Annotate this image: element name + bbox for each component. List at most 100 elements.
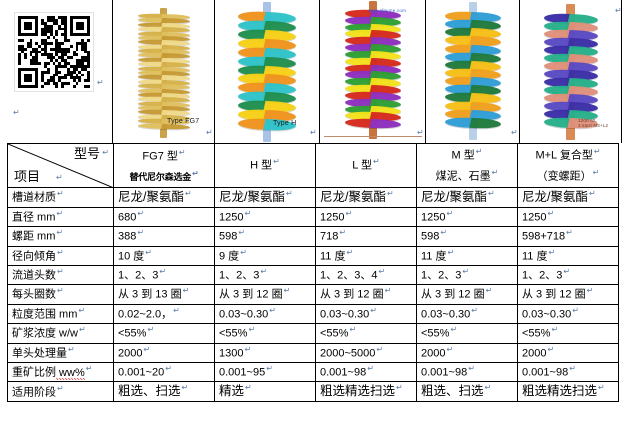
cell-value: <55% (421, 327, 450, 340)
table-cell-r3-c1: 9 度↵ (214, 245, 316, 267)
paragraph-mark: ↵ (446, 344, 454, 354)
column-title: H 型↵ (250, 157, 280, 172)
paragraph-mark: ↵ (588, 189, 596, 198)
ground-line (324, 136, 422, 137)
table-row: 适用阶段↵ 粗选、扫选↵ 精选↵ 粗选精选扫选↵ 粗选、扫选↵ 粗选精选扫选↵ (7, 381, 619, 403)
row-label-unit: ww% (56, 366, 85, 381)
table-cell-r2-c3: 598↵ (416, 226, 518, 247)
cell-value: 尼龙/聚氨酯 (421, 190, 487, 205)
cell-value: 1、2、3 (421, 269, 462, 282)
paragraph-mark: ↵ (592, 168, 600, 177)
paragraph-mark: ↵ (378, 267, 386, 276)
cell-value: 0.03~0.30 (522, 308, 572, 321)
paragraph-mark: ↵ (173, 305, 180, 315)
cell-value: 1、2、3 (522, 269, 563, 282)
spiral-render-l (343, 1, 403, 139)
paragraph-mark: ↵ (373, 157, 380, 167)
spec-table: 型号 项目 ↵ ↵ FG7 型↵ 替代尼尔森选金↵ H 型↵ L 型↵ M 型↵ 煤泥、石墨↵ M+… (7, 143, 619, 403)
column-title: L 型↵ (352, 157, 380, 172)
cell-value: 尼龙/聚氨酯 (118, 190, 184, 205)
spiral-render-m (443, 2, 503, 140)
paragraph-mark: ↵ (310, 128, 317, 137)
cell-value: 10 度 (118, 250, 145, 263)
paragraph-mark: ↵ (13, 108, 20, 117)
cell-value: 1、2、3 (219, 269, 260, 282)
paragraph-mark: ↵ (446, 208, 454, 218)
paragraph-mark: ↵ (487, 189, 495, 198)
row-label-4: 流道头数↵ (7, 264, 114, 286)
paragraph-mark: ↵ (386, 189, 394, 198)
paragraph-mark: ↵ (244, 208, 252, 218)
paragraph-mark: ↵ (285, 189, 293, 198)
table-cell-r8-c1: 1300↵ (214, 342, 316, 364)
row-label-unit: w/w (56, 327, 78, 340)
paragraph-mark: ↵ (245, 383, 252, 393)
column-title: M 型↵ (451, 146, 483, 162)
cell-value: 精选 (219, 384, 245, 399)
cell-value: 0.001~98 (522, 366, 569, 379)
table-cell-r6-c0: 0.02~2.0，↵ (113, 303, 215, 325)
table-cell-r0-c2: 尼龙/聚氨酯↵ (315, 187, 417, 208)
row-label-text: 流道头数 (12, 269, 56, 282)
table-row: 螺距 mm↵ 388↵ 598↵ 718↵ 598↵ 598+718↵ (7, 226, 619, 247)
row-label-text: 矿浆浓度 (12, 327, 56, 340)
cell-value: 粗选精选扫选 (522, 384, 598, 399)
paragraph-mark: ↵ (462, 267, 470, 276)
cell-value: <55% (522, 327, 551, 340)
cell-value: 从 3 到 13 圈 (118, 289, 182, 302)
paragraph-mark: ↵ (102, 148, 109, 157)
table-row: 重矿比例 ww%↵ 0.001~20↵ 0.001~95↵ 0.001~98↵ 0.00… (7, 362, 619, 383)
paragraph-mark: ↵ (248, 325, 256, 335)
product-image-fg7: Type FG7 ↵ (113, 0, 215, 143)
paragraph-mark: ↵ (485, 286, 493, 296)
paragraph-mark: ↵ (184, 189, 192, 198)
table-cell-r1-c1: 1250↵ (214, 206, 316, 228)
paragraph-mark: ↵ (447, 247, 455, 257)
paragraph-mark: ↵ (569, 364, 576, 374)
spiral-render-fg7 (136, 8, 192, 138)
cell-value: 粗选、扫选 (421, 384, 484, 399)
table-row: 粒度范围 mm↵ 0.02~2.0，↵ 0.03~0.30↵ 0.03~0.30↵ 0.… (7, 303, 619, 325)
row-label-text: 螺距 (12, 230, 34, 243)
paragraph-mark: ↵ (339, 228, 347, 238)
table-cell-r4-c0: 1、2、3↵ (113, 264, 215, 286)
table-cell-r10-c3: 粗选、扫选↵ (416, 381, 518, 403)
cell-value: 0.03~0.30 (219, 308, 269, 321)
row-label-text: 单头处理量 (12, 347, 67, 360)
table-cell-r7-c1: <55%↵ (214, 323, 316, 344)
row-label-text: 粒度范围 (12, 308, 56, 321)
paragraph-mark: ↵ (57, 383, 64, 393)
cell-value: 1、2、3 (118, 269, 159, 282)
column-title: M+L 复合型↵ (535, 146, 601, 162)
paragraph-mark: ↵ (266, 364, 273, 374)
table-row: 流道头数↵ 1、2、3↵ 1、2、3↵ 1、2、3、4↵ 1、2、3↵ 1、2、3↵ (7, 264, 619, 286)
paragraph-mark: ↵ (586, 286, 594, 296)
table-cell-r10-c1: 精选↵ (214, 381, 316, 403)
paragraph-mark: ↵ (57, 286, 64, 296)
paragraph-mark: ↵ (159, 267, 167, 276)
product-image-strip: ↵ ↵ Type FG7 ↵ Type H ↵ www.alleone.com … (0, 0, 622, 143)
table-row: 矿浆浓度 w/w↵ <55%↵ <55%↵ <55%↵ <55%↵ <55%↵ (7, 323, 619, 344)
column-subtitle: 煤泥、石墨↵ (435, 168, 499, 183)
table-cell-r1-c3: 1250↵ (416, 206, 518, 228)
row-label-8: 单头处理量↵ (7, 342, 114, 364)
row-label-2: 螺距 mm↵ (7, 226, 114, 247)
cell-value: 0.001~20 (118, 366, 165, 379)
paragraph-mark: ↵ (370, 305, 377, 315)
table-cell-r7-c2: <55%↵ (315, 323, 417, 344)
paragraph-mark: ↵ (376, 344, 384, 354)
table-cell-r0-c4: 尼龙/聚氨酯↵ (517, 187, 619, 208)
product-image-h: Type H ↵ (215, 0, 320, 143)
paragraph-mark: ↵ (396, 383, 403, 393)
table-header-cell-1: H 型↵ (214, 143, 316, 188)
product-image-l: www.alleone.com ↵ (320, 0, 426, 143)
table-cell-r5-c2: 从 3 到 12 圈↵ (315, 284, 417, 305)
paragraph-mark: ↵ (283, 286, 291, 296)
product-image-m: ↵ (426, 0, 520, 143)
table-cell-r8-c4: 2000↵ (517, 342, 619, 364)
image-note-ml: 1200 ML 3 start M3+L2 (578, 118, 609, 128)
cell-value: 尼龙/聚氨酯 (522, 190, 588, 205)
table-cell-r3-c0: 10 度↵ (113, 245, 215, 267)
paragraph-mark: ↵ (238, 228, 246, 238)
table-cell-r1-c0: 680↵ (113, 206, 215, 228)
